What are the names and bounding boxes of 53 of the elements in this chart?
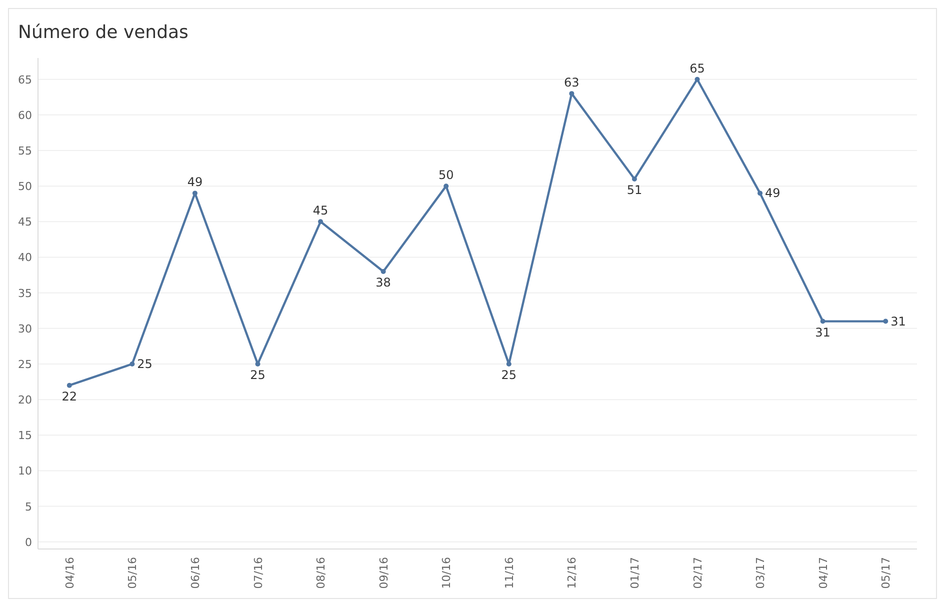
point: [883, 318, 888, 324]
y-tick-label: 5: [25, 500, 32, 514]
y-tick-label: 45: [18, 216, 32, 229]
data-label: 31: [815, 325, 830, 340]
y-tick-label: 50: [18, 180, 32, 194]
y-tick-label: 25: [18, 358, 32, 371]
y-tick-label: 10: [18, 464, 32, 478]
data-label: 65: [690, 61, 705, 76]
data-label: 25: [137, 356, 152, 371]
x-tick-label: 02/17: [691, 557, 704, 589]
y-tick-label: 20: [18, 394, 32, 407]
y-tick-label: 15: [18, 429, 32, 442]
x-tick-label: 08/16: [314, 557, 328, 589]
point: [380, 268, 386, 274]
chart-title: Número de vendas: [18, 22, 188, 43]
y-tick-label: 35: [18, 286, 32, 300]
x-tick-label: 05/17: [880, 557, 893, 589]
data-label: 31: [890, 314, 906, 328]
point: [444, 184, 449, 189]
x-tick-label: 04/16: [63, 557, 76, 589]
y-tick-label: 40: [18, 251, 32, 264]
data-label: 49: [765, 186, 780, 200]
point: [632, 176, 637, 182]
x-tick-label: 10/16: [440, 557, 454, 589]
data-label: 63: [564, 76, 580, 90]
x-tick-label: 05/16: [126, 557, 140, 589]
point: [66, 382, 72, 388]
data-label: 51: [626, 182, 642, 197]
y-tick-label: 55: [18, 144, 32, 158]
y-tick-label: 65: [18, 73, 32, 86]
x-tick-label: 09/16: [377, 557, 390, 589]
data-label: 38: [376, 275, 391, 290]
x-tick-label: 12/16: [566, 557, 579, 589]
x-tick-label: 03/17: [754, 557, 768, 589]
point: [694, 76, 700, 82]
point: [130, 361, 135, 366]
y-tick-label: 30: [18, 322, 32, 336]
x-tick-label: 11/16: [502, 557, 516, 589]
data-label: 50: [438, 168, 454, 182]
x-tick-label: 04/17: [816, 557, 830, 589]
y-tick-label: 0: [25, 536, 32, 549]
x-tick-label: 07/16: [252, 557, 265, 589]
point: [758, 190, 763, 196]
point: [318, 219, 324, 224]
data-label: 49: [187, 175, 203, 190]
data-label: 25: [501, 368, 517, 382]
data-label: 22: [62, 389, 78, 404]
data-label: 25: [250, 368, 266, 382]
x-tick-label: 01/17: [628, 557, 642, 589]
point: [820, 318, 826, 324]
x-tick-label: 06/16: [188, 557, 202, 589]
data-label: 45: [312, 204, 328, 218]
y-tick-label: 60: [18, 108, 32, 122]
